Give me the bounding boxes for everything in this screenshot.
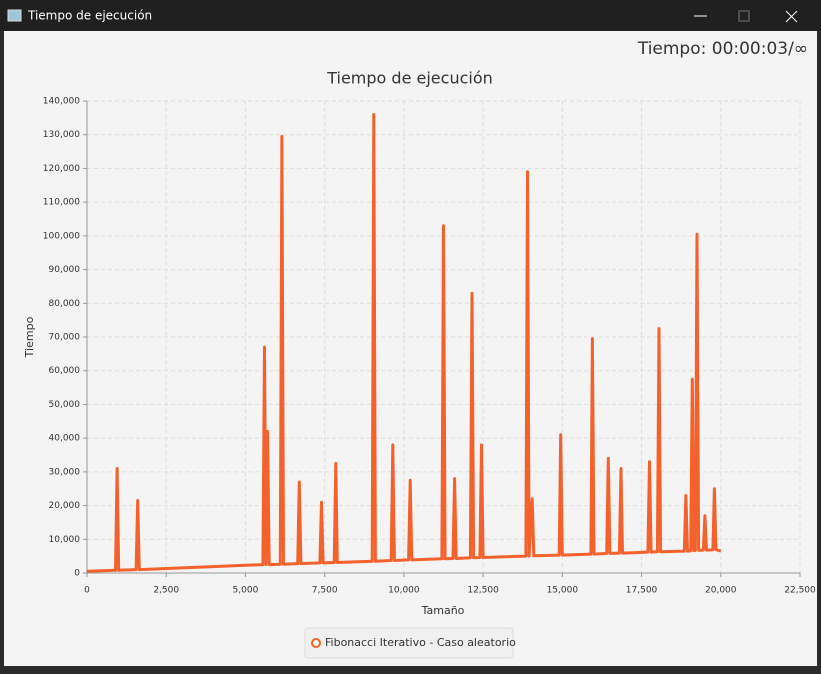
- x-axis-label: Tamaño: [421, 604, 465, 617]
- y-tick-label: 80,000: [49, 299, 81, 309]
- x-tick-label: 0: [84, 586, 90, 596]
- x-tick-label: 10,000: [388, 586, 420, 596]
- x-tick-label: 2,500: [153, 586, 179, 596]
- legend-label: Fibonacci Iterativo - Caso aleatorio: [325, 636, 516, 649]
- window-title: Tiempo de ejecución: [27, 9, 152, 23]
- legend: [304, 627, 514, 659]
- app-icon: [7, 9, 22, 22]
- y-tick-label: 120,000: [43, 164, 80, 174]
- y-tick-label: 70,000: [49, 333, 81, 343]
- y-tick-label: 10,000: [49, 535, 81, 545]
- x-tick-label: 17,500: [626, 586, 658, 596]
- timer: Tiempo: 00:00:03/∞: [637, 39, 808, 59]
- y-axis-label: Tiempo: [23, 316, 36, 358]
- y-tick-label: 30,000: [49, 467, 81, 477]
- series-line: [86, 113, 722, 573]
- x-tick-label: 5,000: [233, 586, 259, 596]
- legend-symbol: [311, 638, 321, 648]
- y-tick-label: 90,000: [49, 265, 81, 275]
- x-tick-label: 20,000: [705, 586, 737, 596]
- x-tick-label: 12,500: [467, 586, 499, 596]
- y-tick-label: 50,000: [49, 400, 81, 410]
- y-tick-label: 0: [74, 569, 80, 579]
- y-tick-label: 100,000: [43, 231, 80, 241]
- x-tick-label: 22,500: [784, 586, 816, 596]
- y-tick-label: 130,000: [43, 130, 80, 140]
- y-tick-label: 20,000: [49, 501, 81, 511]
- y-tick-label: 140,000: [43, 97, 80, 107]
- close-button[interactable]: [785, 10, 798, 23]
- y-tick-label: 110,000: [43, 198, 80, 208]
- x-tick-label: 15,000: [547, 586, 579, 596]
- maximize-button[interactable]: [738, 10, 750, 22]
- title-bar: [0, 0, 821, 31]
- chart-title: Tiempo de ejecución: [326, 69, 493, 88]
- x-tick-label: 7,500: [312, 586, 338, 596]
- y-tick-label: 60,000: [49, 366, 81, 376]
- y-tick-label: 40,000: [49, 434, 81, 444]
